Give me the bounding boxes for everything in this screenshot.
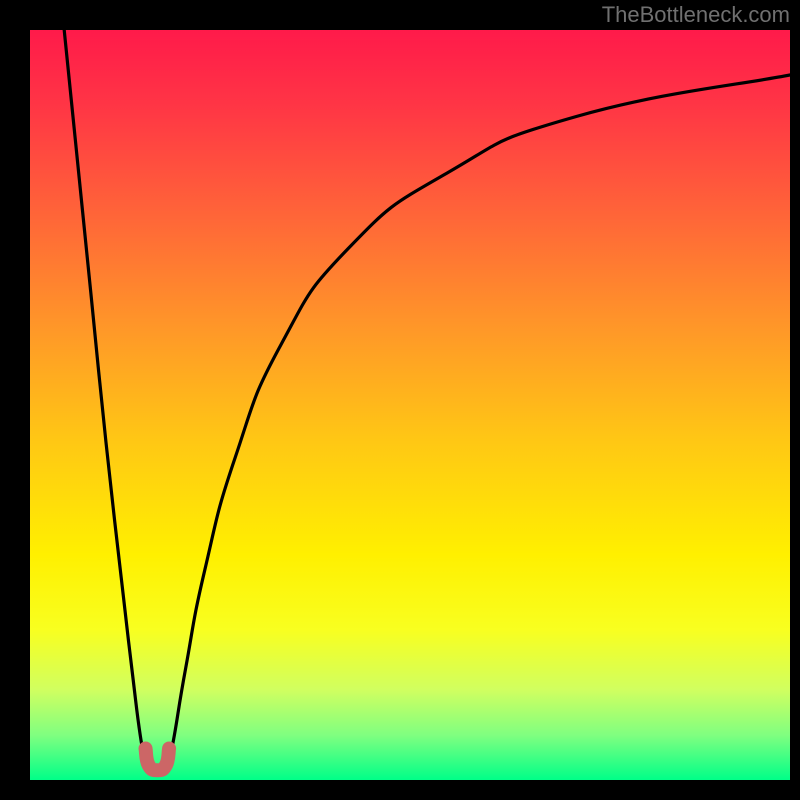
chart-container: TheBottleneck.com	[0, 0, 800, 800]
chart-svg	[0, 0, 800, 800]
plot-gradient-bg	[30, 30, 790, 780]
watermark-text: TheBottleneck.com	[602, 2, 790, 28]
